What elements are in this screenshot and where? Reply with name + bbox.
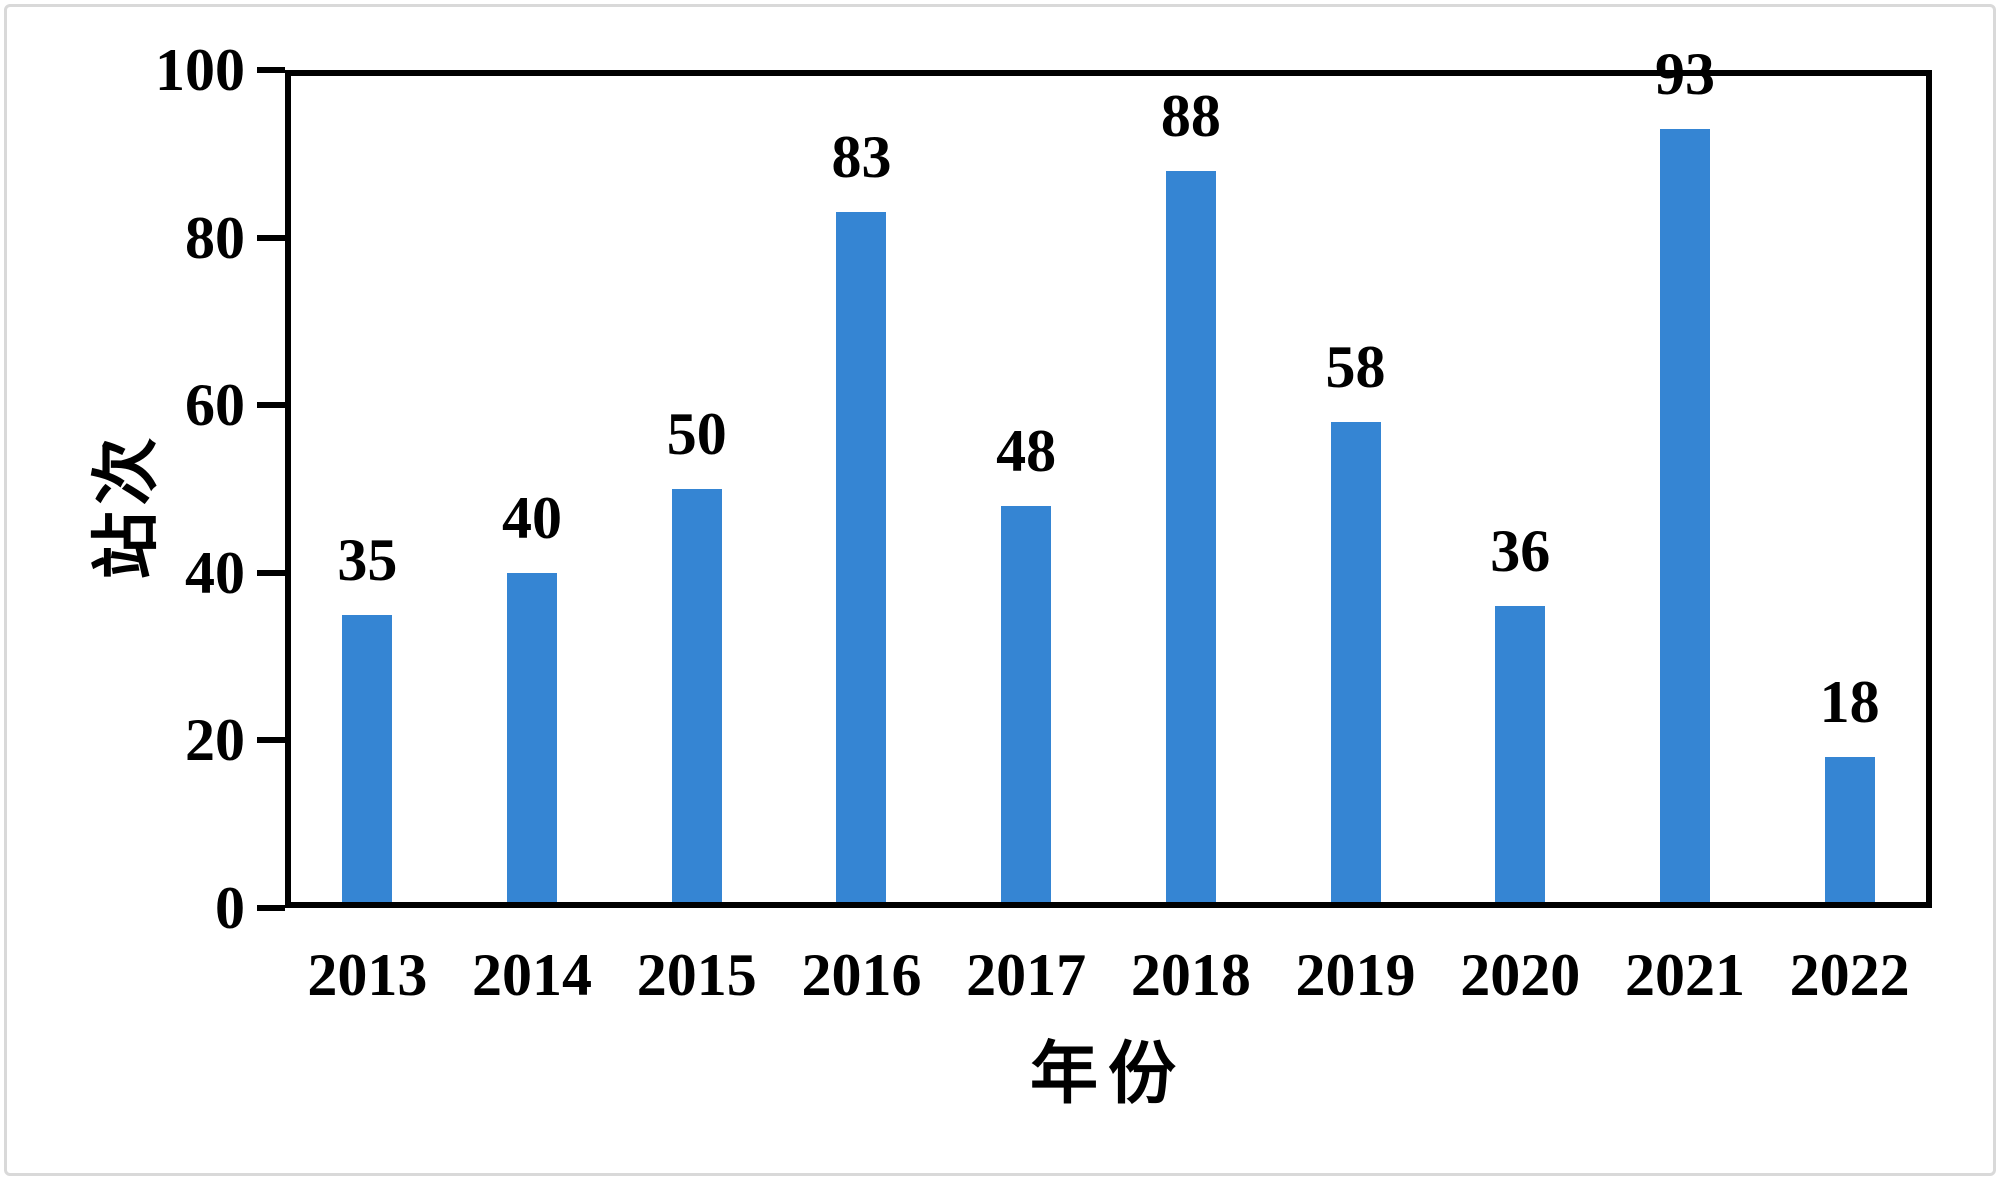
y-axis-title: 站次 <box>20 405 220 605</box>
bar-2021 <box>1659 128 1710 908</box>
y-tick-label-100: 100 <box>155 37 245 103</box>
bar-2018 <box>1165 170 1216 908</box>
y-tick-mark-100 <box>257 67 285 73</box>
x-tick-label-2021: 2021 <box>1624 942 1745 1008</box>
x-tick-label-2015: 2015 <box>636 942 757 1008</box>
bar-2020 <box>1495 606 1546 908</box>
y-tick-label-80: 80 <box>185 204 245 271</box>
y-tick-label-20: 20 <box>185 707 245 774</box>
x-tick-label-2016: 2016 <box>801 942 922 1008</box>
plot-area <box>285 70 1932 908</box>
x-tick-label-2017: 2017 <box>966 942 1087 1008</box>
bar-value-label-2014: 40 <box>502 484 563 551</box>
x-tick-label-2013: 2013 <box>307 942 428 1008</box>
y-tick-mark-40 <box>257 569 285 576</box>
x-tick-label-2020: 2020 <box>1460 942 1581 1008</box>
x-tick-label-2018: 2018 <box>1130 942 1251 1008</box>
y-tick-mark-80 <box>257 234 285 241</box>
y-tick-label-0: 0 <box>215 875 245 941</box>
bar-2014 <box>507 572 558 908</box>
bar-value-label-2022: 18 <box>1819 669 1880 736</box>
bar-2015 <box>671 489 722 908</box>
x-tick-label-2014: 2014 <box>472 942 593 1008</box>
bar-value-label-2018: 88 <box>1160 82 1221 149</box>
bar-2013 <box>342 614 393 908</box>
bar-value-label-2021: 93 <box>1654 40 1715 107</box>
x-tick-label-2019: 2019 <box>1295 942 1416 1008</box>
bar-value-label-2015: 50 <box>666 401 727 467</box>
bar-2017 <box>1001 505 1052 908</box>
y-tick-mark-0 <box>257 905 285 911</box>
y-tick-mark-20 <box>257 737 285 744</box>
y-tick-mark-60 <box>257 402 285 409</box>
y-axis-title-text: 站次 <box>88 430 165 580</box>
x-tick-label-2022: 2022 <box>1789 942 1910 1008</box>
bar-value-label-2013: 35 <box>337 526 398 593</box>
y-tick-label-40: 40 <box>185 539 245 606</box>
bar-2019 <box>1330 421 1381 908</box>
y-tick-label-60: 60 <box>185 372 245 439</box>
bar-value-label-2019: 58 <box>1325 333 1386 400</box>
bar-value-label-2017: 48 <box>996 417 1057 484</box>
bar-2022 <box>1824 757 1875 908</box>
bar-2016 <box>836 212 887 908</box>
x-axis-title: 年份 <box>1029 1036 1186 1112</box>
bar-value-label-2020: 36 <box>1490 518 1551 585</box>
bar-value-label-2016: 83 <box>831 124 892 191</box>
